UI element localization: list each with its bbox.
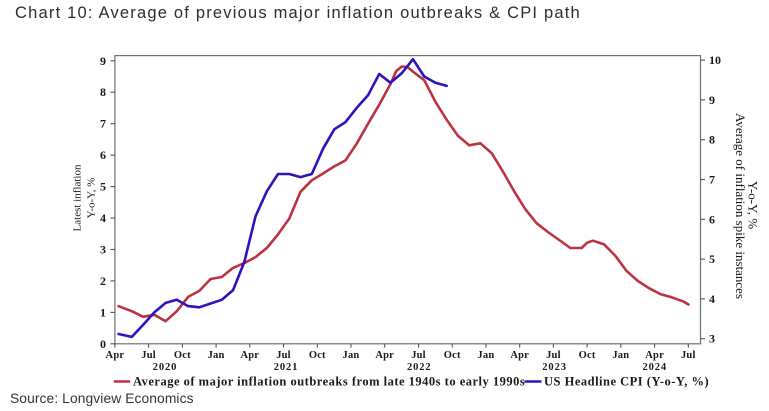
svg-text:Y-o-Y, %: Y-o-Y, % — [746, 181, 761, 229]
svg-text:Apr: Apr — [375, 350, 394, 361]
svg-text:Jul: Jul — [141, 350, 156, 361]
svg-text:Y-o-Y, %: Y-o-Y, % — [86, 178, 98, 219]
svg-text:2022: 2022 — [407, 362, 432, 373]
svg-text:6: 6 — [100, 148, 106, 162]
svg-text:2024: 2024 — [642, 362, 667, 373]
svg-text:Oct: Oct — [174, 350, 191, 361]
svg-text:Apr: Apr — [106, 350, 125, 361]
svg-text:5: 5 — [100, 180, 106, 194]
svg-text:Average of major inflation out: Average of major inflation outbreaks fro… — [133, 375, 525, 389]
svg-text:9: 9 — [709, 93, 715, 107]
svg-text:0: 0 — [100, 337, 106, 351]
svg-text:2021: 2021 — [274, 362, 299, 373]
svg-text:8: 8 — [100, 85, 106, 99]
svg-text:2023: 2023 — [542, 362, 567, 373]
svg-text:Average of inflation spike ins: Average of inflation spike instances — [733, 113, 748, 299]
svg-text:Jan: Jan — [612, 350, 629, 361]
svg-text:Jul: Jul — [681, 350, 696, 361]
svg-text:9: 9 — [100, 54, 106, 68]
svg-text:1: 1 — [100, 305, 106, 319]
svg-text:4: 4 — [100, 211, 106, 225]
svg-text:Jul: Jul — [546, 350, 561, 361]
svg-text:5: 5 — [709, 252, 715, 266]
svg-text:Oct: Oct — [579, 350, 596, 361]
svg-text:Jul: Jul — [411, 350, 426, 361]
svg-text:US Headline CPI (Y-o-Y, %): US Headline CPI (Y-o-Y, %) — [544, 375, 709, 389]
svg-text:Jan: Jan — [343, 350, 360, 361]
svg-text:7: 7 — [100, 117, 106, 131]
svg-text:Jan: Jan — [208, 350, 225, 361]
svg-text:Latest inflation: Latest inflation — [72, 164, 84, 231]
svg-text:Apr: Apr — [240, 350, 259, 361]
svg-text:Oct: Oct — [309, 350, 326, 361]
svg-text:2020: 2020 — [153, 362, 178, 373]
svg-text:Jan: Jan — [477, 350, 494, 361]
svg-text:6: 6 — [709, 212, 715, 226]
svg-text:Apr: Apr — [645, 350, 664, 361]
svg-text:Jul: Jul — [276, 350, 291, 361]
svg-text:7: 7 — [709, 173, 715, 187]
svg-text:Oct: Oct — [444, 350, 461, 361]
svg-text:3: 3 — [100, 243, 106, 257]
svg-text:3: 3 — [709, 332, 715, 346]
svg-text:10: 10 — [709, 53, 721, 67]
svg-text:4: 4 — [709, 292, 715, 306]
svg-text:Apr: Apr — [510, 350, 529, 361]
svg-text:8: 8 — [709, 133, 715, 147]
svg-text:2: 2 — [100, 274, 106, 288]
